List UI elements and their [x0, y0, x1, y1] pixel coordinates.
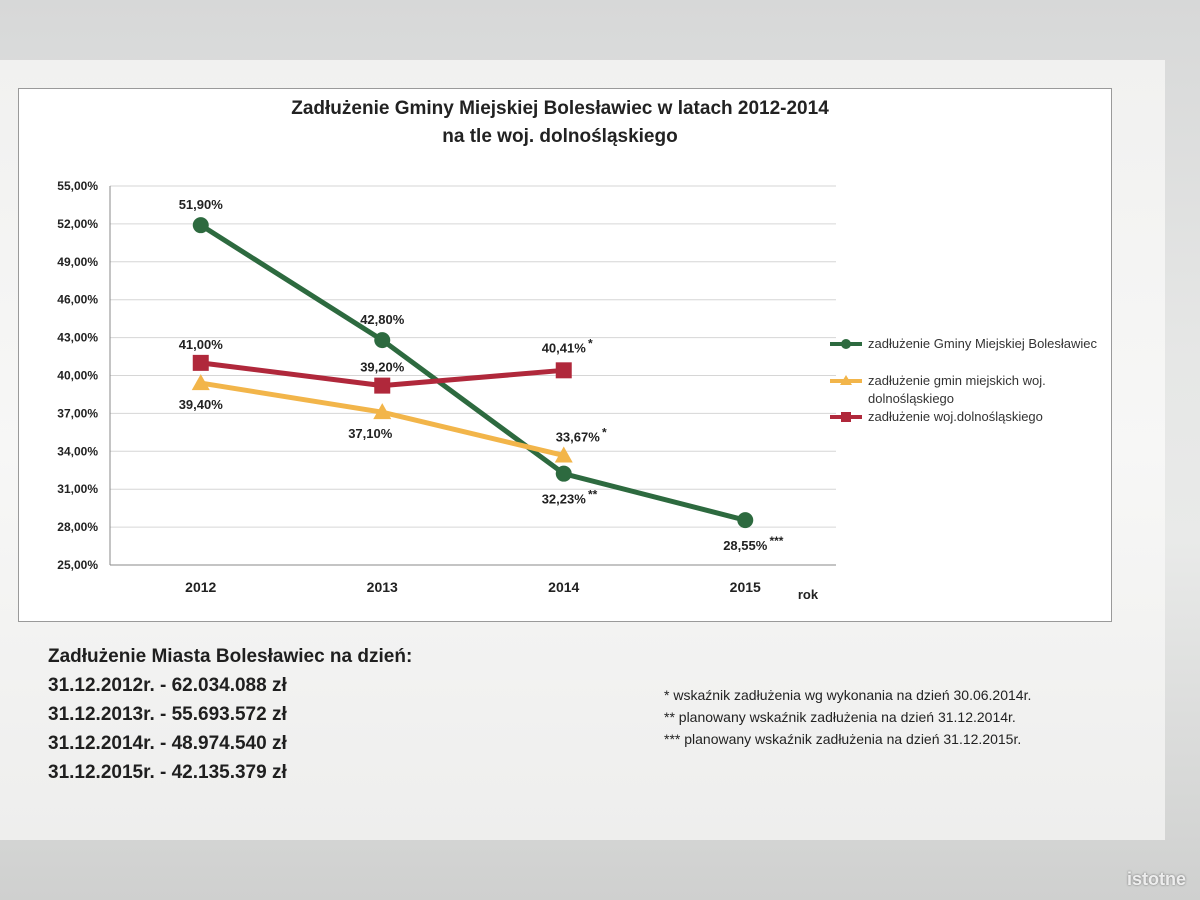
- debt-row-2015: 31.12.2015r. - 42.135.379 zł: [48, 762, 287, 783]
- series-bolesławiec-point: [555, 465, 572, 482]
- legend-swatch-green: [830, 339, 862, 349]
- series-gminy-miejskie-data-label: 37,10%: [348, 426, 393, 441]
- y-tick-label: 52,00%: [57, 217, 98, 231]
- x-axis-label: rok: [798, 587, 819, 602]
- legend-label-green: zadłużenie Gminy Miejskiej Bolesławiec: [868, 336, 1098, 351]
- footnotes: * wskaźnik zadłużenia wg wykonania na dz…: [664, 684, 1031, 750]
- legend-swatch-yellow: [830, 375, 862, 385]
- series-gminy-miejskie-point: [554, 446, 573, 463]
- series-bolesławiec-data-label: 51,90%: [179, 197, 224, 212]
- series-wojewodztwo-label-note: *: [588, 336, 593, 350]
- x-tick-label: 2015: [730, 579, 761, 595]
- series-gminy-miejskie-line: [200, 380, 565, 458]
- x-tick-label: 2012: [185, 579, 216, 595]
- series-bolesławiec-point: [737, 512, 754, 529]
- series-wojewodztwo-data-label: 39,20%: [360, 360, 405, 375]
- y-tick-label: 25,00%: [57, 558, 98, 572]
- x-tick-label: 2014: [548, 579, 579, 595]
- series-bolesławiec-label-note: **: [588, 488, 598, 502]
- series-bolesławiec-data-label: 42,80%: [360, 312, 405, 327]
- series-bolesławiec-line: [199, 223, 746, 523]
- watermark-logo: istotne: [1126, 869, 1186, 889]
- series-gminy-miejskie-data-label: 39,40%: [179, 397, 224, 412]
- y-tick-label: 55,00%: [57, 179, 98, 193]
- series-bolesławiec-data-label: 32,23%: [542, 492, 587, 507]
- y-tick-label: 49,00%: [57, 255, 98, 269]
- y-tick-label: 34,00%: [57, 444, 98, 458]
- x-tick-label: 2013: [367, 579, 398, 595]
- y-tick-label: 46,00%: [57, 293, 98, 307]
- y-tick-label: 37,00%: [57, 406, 98, 420]
- debt-row-2013: 31.12.2013r. - 55.693.572 zł: [48, 704, 287, 725]
- series-gminy-miejskie-data-label: 33,67%: [556, 429, 601, 444]
- series-gminy-miejskie-point: [373, 403, 392, 420]
- series-wojewodztwo-point: [374, 377, 391, 394]
- y-tick-label: 28,00%: [57, 520, 98, 534]
- footnote-2: ** planowany wskaźnik zadłużenia na dzie…: [664, 709, 1016, 725]
- y-tick-label: 43,00%: [57, 331, 98, 345]
- series-gminy-miejskie-label-note: *: [602, 425, 607, 439]
- legend-label-yellow-1: zadłużenie gmin miejskich woj.: [868, 373, 1046, 388]
- series-gminy-miejskie-point: [191, 374, 210, 391]
- series-wojewodztwo-point: [192, 354, 209, 371]
- debt-summary-heading: Zadłużenie Miasta Bolesławiec na dzień:: [48, 646, 413, 667]
- series-wojewodztwo-data-label: 40,41%: [542, 340, 587, 355]
- legend-label-red: zadłużenie woj.dolnośląskiego: [868, 409, 1043, 424]
- footnote-3: *** planowany wskaźnik zadłużenia na dzi…: [664, 731, 1022, 747]
- legend-label-yellow-2: dolnośląskiego: [868, 391, 955, 406]
- series-wojewodztwo-data-label: 41,00%: [179, 337, 224, 352]
- footnote-1: * wskaźnik zadłużenia wg wykonania na dz…: [664, 687, 1032, 703]
- series-bolesławiec-point: [192, 217, 209, 234]
- chart-subtitle: na tle woj. dolnośląskiego: [442, 126, 678, 147]
- debt-row-2014: 31.12.2014r. - 48.974.540 zł: [48, 733, 287, 754]
- debt-summary: Zadłużenie Miasta Bolesławiec na dzień: …: [48, 642, 412, 787]
- legend-swatch-red: [830, 412, 862, 422]
- series-bolesławiec-data-label: 28,55%: [723, 538, 768, 553]
- y-tick-label: 40,00%: [57, 369, 98, 383]
- y-tick-label: 31,00%: [57, 482, 98, 496]
- series-bolesławiec-point: [374, 332, 391, 349]
- debt-row-2012: 31.12.2012r. - 62.034.088 zł: [48, 675, 287, 696]
- series-bolesławiec-label-note: ***: [769, 534, 783, 548]
- chart-title: Zadłużenie Gminy Miejskiej Bolesławiec w…: [291, 98, 829, 119]
- series-wojewodztwo-point: [555, 362, 572, 379]
